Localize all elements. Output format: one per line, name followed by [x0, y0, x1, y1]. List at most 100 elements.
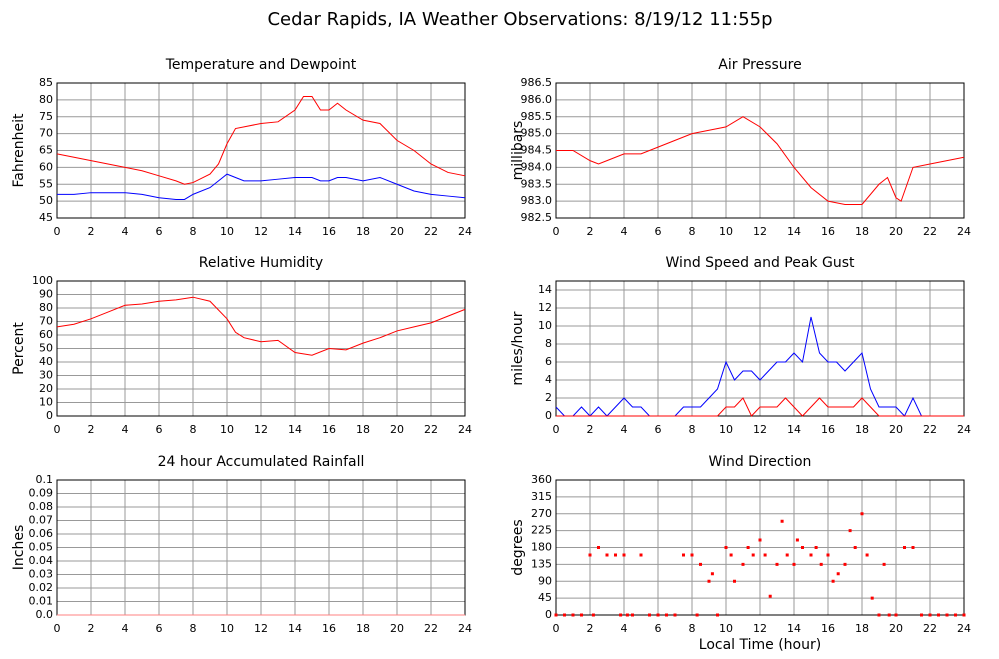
x-tick-label: 2	[587, 225, 594, 238]
data-point	[911, 546, 915, 549]
data-point	[848, 529, 852, 533]
x-tick-label: 6	[655, 622, 662, 635]
data-point	[860, 512, 864, 516]
y-tick-label: 360	[531, 473, 552, 486]
data-point	[819, 562, 823, 566]
y-tick-label: 315	[531, 490, 552, 503]
y-tick-label: 30	[39, 369, 53, 382]
x-tick-label: 16	[322, 622, 336, 635]
data-point	[870, 596, 874, 600]
data-point	[695, 613, 699, 617]
data-point	[894, 613, 898, 617]
chart-title: 24 hour Accumulated Rainfall	[158, 454, 365, 470]
x-tick-label: 8	[689, 622, 696, 635]
y-tick-label: 0.04	[29, 554, 54, 567]
y-tick-label: 70	[39, 127, 53, 140]
y-tick-label: 225	[531, 524, 552, 537]
data-point	[836, 572, 840, 576]
data-point	[716, 613, 719, 617]
y-tick-label: 10	[39, 396, 53, 409]
data-point	[673, 613, 677, 617]
y-tick-label: 12	[538, 301, 552, 314]
data-point	[937, 613, 940, 617]
x-tick-label: 22	[424, 225, 438, 238]
y-tick-label: 0.05	[29, 541, 54, 554]
data-point	[763, 553, 767, 557]
chart-title: Wind Direction	[709, 454, 812, 470]
x-tick-label: 20	[889, 622, 903, 635]
data-point	[903, 546, 906, 549]
data-point	[571, 613, 575, 617]
data-point	[591, 613, 595, 617]
y-tick-label: 8	[545, 337, 552, 350]
data-line	[556, 116, 965, 205]
chart-title: Temperature and Dewpoint	[165, 57, 357, 73]
data-point	[622, 553, 626, 557]
x-tick-label: 8	[190, 423, 197, 436]
x-tick-label: 24	[458, 423, 472, 436]
y-tick-label: 50	[39, 342, 53, 355]
x-tick-label: 16	[322, 423, 336, 436]
y-tick-label: 4	[545, 373, 552, 386]
x-tick-label: 20	[889, 225, 903, 238]
x-tick-label: 14	[288, 622, 302, 635]
y-tick-label: 55	[39, 177, 53, 190]
x-tick-label: 24	[957, 225, 971, 238]
y-tick-label: 0.09	[29, 487, 54, 500]
data-point	[741, 562, 745, 566]
x-tick-label: 18	[855, 622, 869, 635]
x-tick-label: 22	[923, 225, 937, 238]
data-point	[801, 546, 804, 549]
x-tick-label: 24	[458, 225, 472, 238]
y-tick-label: 0.07	[29, 514, 54, 527]
x-axis-label: Local Time (hour)	[699, 637, 821, 653]
data-point	[792, 562, 796, 566]
y-tick-label: 90	[39, 288, 53, 301]
x-tick-label: 16	[821, 622, 835, 635]
x-tick-label: 10	[220, 225, 234, 238]
data-point	[843, 562, 847, 566]
y-tick-label: 985.5	[521, 110, 553, 123]
y-tick-label: 80	[39, 93, 53, 106]
x-tick-label: 8	[190, 225, 197, 238]
x-tick-label: 6	[156, 622, 163, 635]
y-tick-label: 50	[39, 194, 53, 207]
data-point	[954, 613, 957, 617]
data-point	[920, 613, 923, 617]
y-tick-label: 270	[531, 507, 552, 520]
y-axis-label: Fahrenheit	[11, 113, 27, 188]
data-point	[690, 553, 694, 557]
x-tick-label: 2	[587, 423, 594, 436]
y-tick-label: 984.5	[521, 144, 553, 157]
x-tick-label: 2	[587, 622, 594, 635]
x-tick-label: 18	[356, 622, 370, 635]
data-point	[785, 553, 789, 557]
page-title: Cedar Rapids, IA Weather Observations: 8…	[267, 9, 772, 30]
data-point	[639, 553, 643, 557]
x-tick-label: 22	[923, 622, 937, 635]
x-tick-label: 4	[122, 423, 129, 436]
y-tick-label: 90	[538, 574, 552, 587]
x-tick-label: 2	[88, 423, 95, 436]
x-tick-label: 12	[254, 423, 268, 436]
x-tick-label: 14	[288, 423, 302, 436]
data-point	[853, 546, 857, 549]
chart-title: Relative Humidity	[199, 255, 323, 271]
y-axis-label: Percent	[11, 322, 27, 375]
x-tick-label: 10	[719, 225, 733, 238]
x-tick-label: 2	[88, 622, 95, 635]
x-tick-label: 14	[787, 622, 801, 635]
data-point	[656, 613, 660, 617]
y-tick-label: 75	[39, 110, 53, 123]
data-point	[751, 553, 755, 557]
y-tick-label: 0	[545, 409, 552, 422]
x-tick-label: 0	[54, 622, 61, 635]
y-tick-label: 80	[39, 301, 53, 314]
data-point	[814, 546, 818, 549]
data-point	[780, 519, 784, 523]
data-point	[724, 546, 728, 549]
x-tick-label: 10	[220, 622, 234, 635]
x-tick-label: 24	[957, 622, 971, 635]
x-tick-label: 0	[54, 423, 61, 436]
